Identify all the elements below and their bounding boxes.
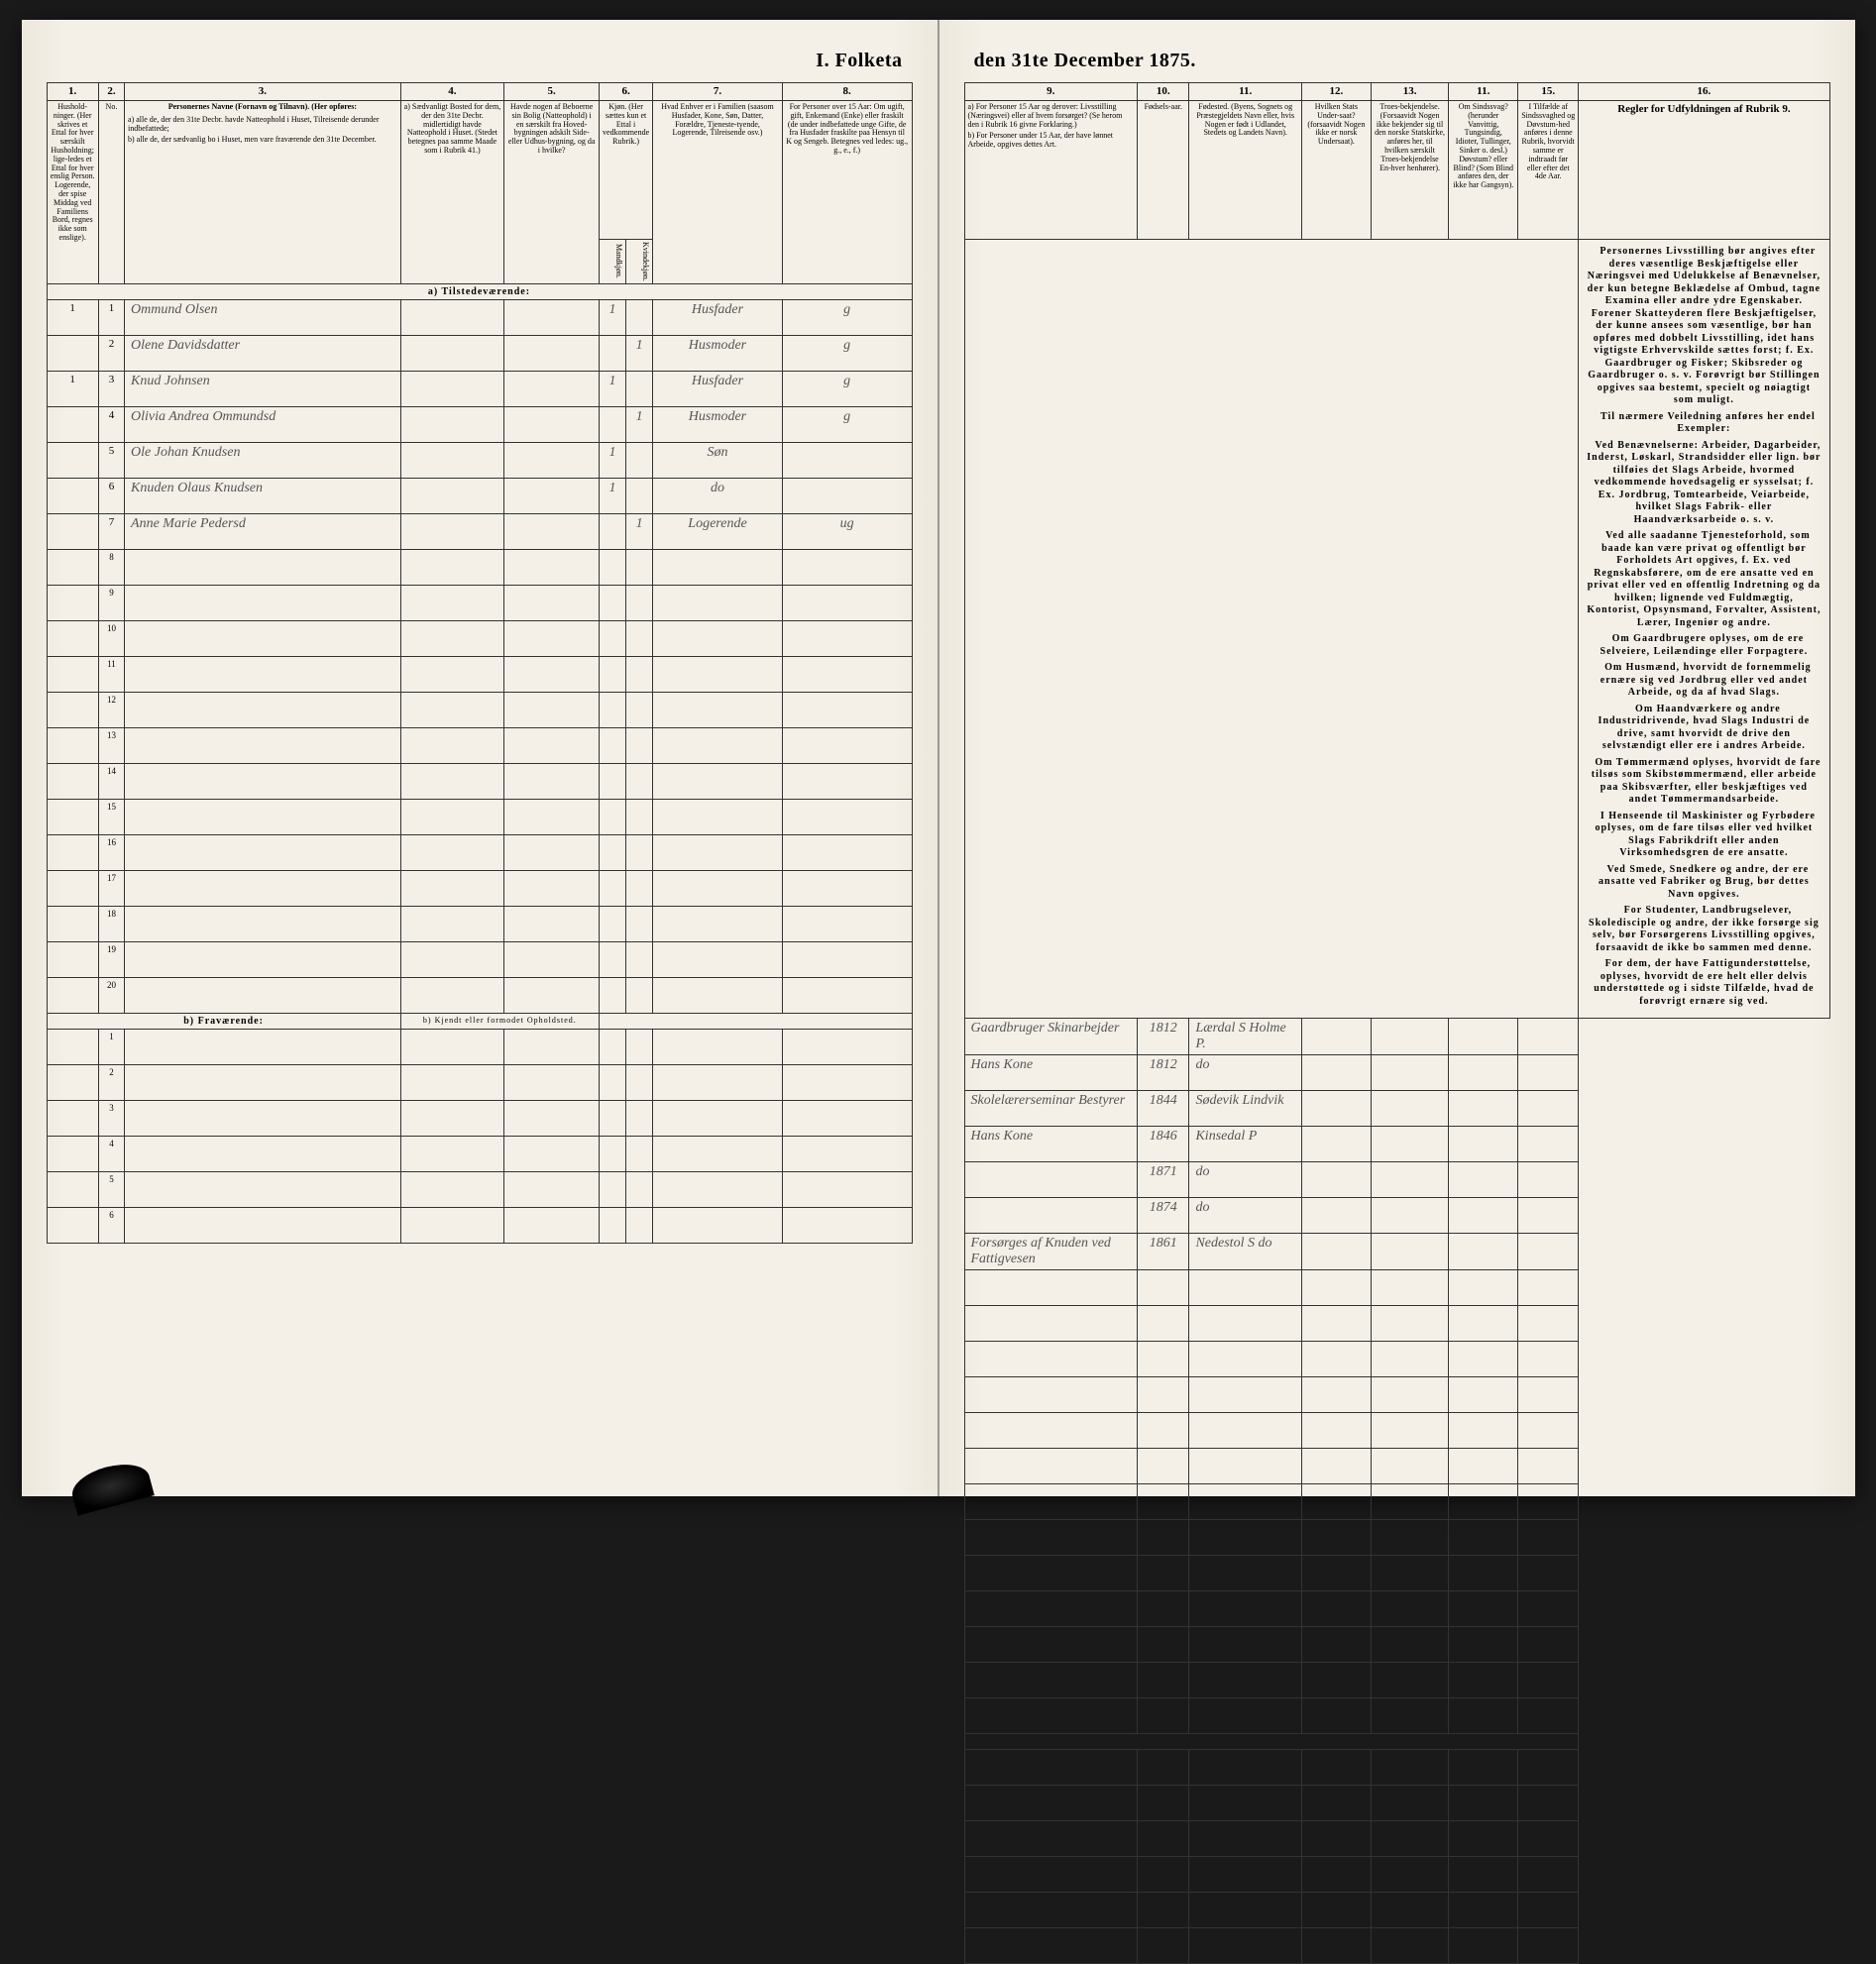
table-row (964, 1928, 1829, 1964)
table-row (964, 1663, 1829, 1698)
colnum: 11. (1189, 83, 1301, 101)
table-row (964, 1821, 1829, 1857)
header-c5: Havde nogen af Beboerne sin Bolig (Natte… (504, 101, 600, 284)
table-row: 20 (47, 977, 912, 1013)
table-row: 3 (47, 1100, 912, 1136)
table-row: 5 (47, 1171, 912, 1207)
table-row (964, 1893, 1829, 1928)
table-row: 5Ole Johan Knudsen1Søn (47, 442, 912, 478)
table-row: 6 (47, 1207, 912, 1243)
census-table-left: 1. 2. 3. 4. 5. 6. 7. 8. Hushold-ninger. … (47, 82, 913, 1244)
table-row: 6Knuden Olaus Knudsen1do (47, 478, 912, 513)
table-row (964, 1270, 1829, 1306)
table-row (964, 1484, 1829, 1520)
colnum: 1. (47, 83, 98, 101)
header-c3: Personernes Navne (Fornavn og Tilnavn). … (125, 101, 401, 284)
table-row: 16 (47, 834, 912, 870)
colnum: 3. (125, 83, 401, 101)
table-row: Gaardbruger Skinarbejder1812Lærdal S Hol… (964, 1019, 1829, 1055)
header-c14: Om Sindssvag? (herunder Vanvittig, Tungs… (1449, 101, 1518, 240)
section-b-note: b) Kjendt eller formodet Opholdsted. (400, 1013, 599, 1029)
table-row: 12 (47, 692, 912, 727)
colnum: 4. (400, 83, 504, 101)
colnum: 15. (1518, 83, 1579, 101)
table-row: 8 (47, 549, 912, 585)
colnum: 13. (1371, 83, 1449, 101)
table-row: Hans Kone1812do (964, 1055, 1829, 1091)
table-row (964, 1556, 1829, 1591)
table-row: 14 (47, 763, 912, 799)
colnum: 12. (1301, 83, 1371, 101)
header-c4: a) Sædvanligt Bosted for dem, der den 31… (400, 101, 504, 284)
table-row: 13Knud Johnsen1Husfaderg (47, 371, 912, 406)
table-row: 10 (47, 620, 912, 656)
table-row: 19 (47, 941, 912, 977)
colnum: 2. (98, 83, 124, 101)
table-row: 4Olivia Andrea Ommundsd1Husmoderg (47, 406, 912, 442)
table-row (964, 1413, 1829, 1449)
page-title-right: den 31te December 1875. (964, 50, 1830, 72)
section-a: a) Tilstedeværende: (47, 283, 912, 299)
table-row: 17 (47, 870, 912, 906)
table-row: 15 (47, 799, 912, 834)
census-table-right: 9. 10. 11. 12. 13. 11. 15. 16. a) For Pe… (964, 82, 1830, 1964)
colnum: 6. (600, 83, 653, 101)
table-row: 1 (47, 1029, 912, 1064)
table-row: 11 (47, 656, 912, 692)
header-c6a: Mandkjøn. (600, 240, 626, 284)
header-c2: No. (98, 101, 124, 284)
table-row: Skolelærerseminar Bestyrer1844Sødevik Li… (964, 1091, 1829, 1127)
table-row: Hans Kone1846Kinsedal P (964, 1127, 1829, 1162)
table-row: 13 (47, 727, 912, 763)
table-row: Forsørges af Knuden ved Fattigvesen1861N… (964, 1234, 1829, 1270)
header-c6b: Kvindekjøn. (626, 240, 653, 284)
table-row (964, 1698, 1829, 1734)
table-row (964, 1449, 1829, 1484)
table-row: 1871do (964, 1162, 1829, 1198)
right-page: den 31te December 1875. 9. 10. 11. 12. 1… (939, 20, 1855, 1496)
table-row (964, 1591, 1829, 1627)
colnum: 10. (1138, 83, 1189, 101)
colnum: 7. (653, 83, 783, 101)
colnum: 11. (1449, 83, 1518, 101)
section-b: b) Fraværende: (47, 1013, 400, 1029)
header-c1: Hushold-ninger. (Her skrives et Ettal fo… (47, 101, 98, 284)
table-row: 7Anne Marie Pedersd1Logerendeug (47, 513, 912, 549)
thumb-shadow (67, 1457, 155, 1515)
table-row (964, 1520, 1829, 1556)
rules-text: Personernes Livsstilling bør angives eft… (1579, 240, 1829, 1019)
header-c6: Kjøn. (Her sættes kun et Ettal i vedkomm… (600, 101, 653, 240)
header-c12: Hvilken Stats Under-saat? (forsaavidt No… (1301, 101, 1371, 240)
table-row: 1874do (964, 1198, 1829, 1234)
table-row (964, 1627, 1829, 1663)
table-row (964, 1377, 1829, 1413)
table-row: 18 (47, 906, 912, 941)
header-c10: Fødsels-aar. (1138, 101, 1189, 240)
header-c13: Troes-bekjendelse. (Forsaavidt Nogen ikk… (1371, 101, 1449, 240)
header-c11: Fødested. (Byens, Sognets og Præstegjeld… (1189, 101, 1301, 240)
table-row: 11Ommund Olsen1Husfaderg (47, 299, 912, 335)
table-row (964, 1342, 1829, 1377)
table-row: 2 (47, 1064, 912, 1100)
colnum: 16. (1579, 83, 1829, 101)
header-c15: I Tilfælde af Sindssvaghed og Døvstum-he… (1518, 101, 1579, 240)
colnum: 9. (964, 83, 1138, 101)
page-title-left: I. Folketa (47, 50, 913, 72)
header-c9: a) For Personer 15 Aar og derover: Livss… (964, 101, 1138, 240)
table-row (964, 1750, 1829, 1786)
table-row: 4 (47, 1136, 912, 1171)
table-row (964, 1306, 1829, 1342)
left-page: I. Folketa 1. 2. 3. 4. 5. 6. 7. 8. Husho… (22, 20, 939, 1496)
header-c8: For Personer over 15 Aar: Om ugift, gift… (782, 101, 912, 284)
census-book-spread: I. Folketa 1. 2. 3. 4. 5. 6. 7. 8. Husho… (22, 20, 1855, 1496)
header-c7: Hvad Enhver er i Familien (saasom Husfad… (653, 101, 783, 284)
table-row: 9 (47, 585, 912, 620)
table-row (964, 1857, 1829, 1893)
colnum: 5. (504, 83, 600, 101)
header-c16: Regler for Udfyldningen af Rubrik 9. (1579, 101, 1829, 240)
table-row: 2Olene Davidsdatter1Husmoderg (47, 335, 912, 371)
table-row (964, 1786, 1829, 1821)
colnum: 8. (782, 83, 912, 101)
